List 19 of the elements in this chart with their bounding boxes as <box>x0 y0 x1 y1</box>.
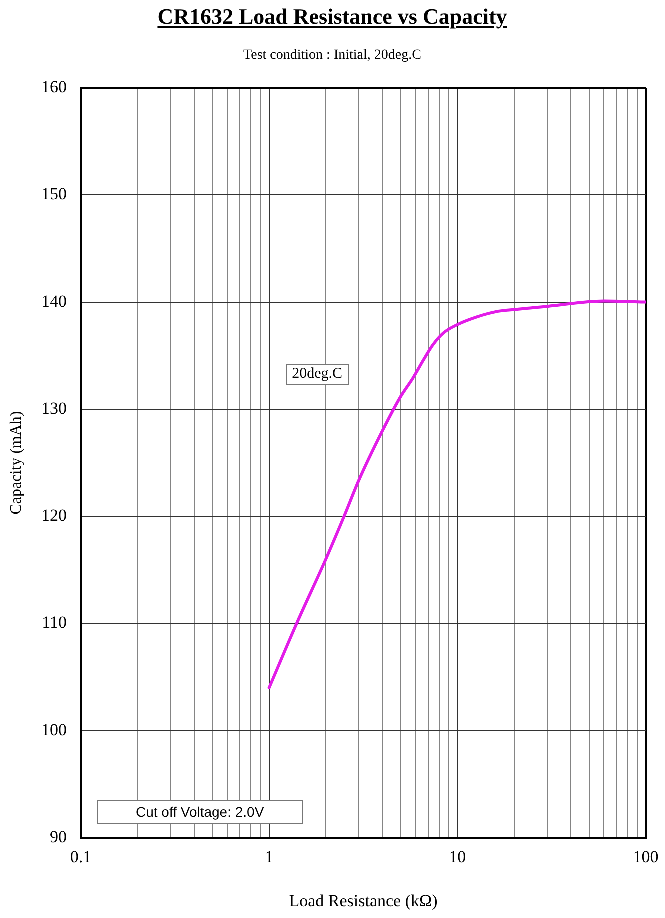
annotation: Cut off Voltage: 2.0V <box>136 804 264 820</box>
y-tick-label: 100 <box>42 720 67 740</box>
chart-subtitle: Test condition : Initial, 20deg.C <box>242 48 422 64</box>
x-tick-label: 10 <box>449 848 466 867</box>
y-tick-label: 140 <box>42 292 67 311</box>
x-tick-label: 1 <box>265 848 274 867</box>
y-tick-label: 110 <box>42 613 67 632</box>
x-axis-title: Load Resistance (kΩ) <box>289 891 438 910</box>
y-tick-label: 160 <box>42 77 67 96</box>
y-tick-label: 150 <box>42 184 67 204</box>
x-tick-label: 100 <box>633 848 659 867</box>
x-tick-label: 0.1 <box>70 848 92 867</box>
y-tick-label: 120 <box>42 506 67 526</box>
text-frame: 20deg.C <box>286 364 349 385</box>
y-tick-label: 90 <box>50 827 67 846</box>
y-tick-label: 130 <box>42 398 67 418</box>
y-axis-title: Capacity (mAh) <box>8 411 25 515</box>
chart-title: CR1632 Load Resistance vs Capacity <box>156 4 508 30</box>
text-frame: Cut off Voltage: 2.0V <box>97 800 304 824</box>
